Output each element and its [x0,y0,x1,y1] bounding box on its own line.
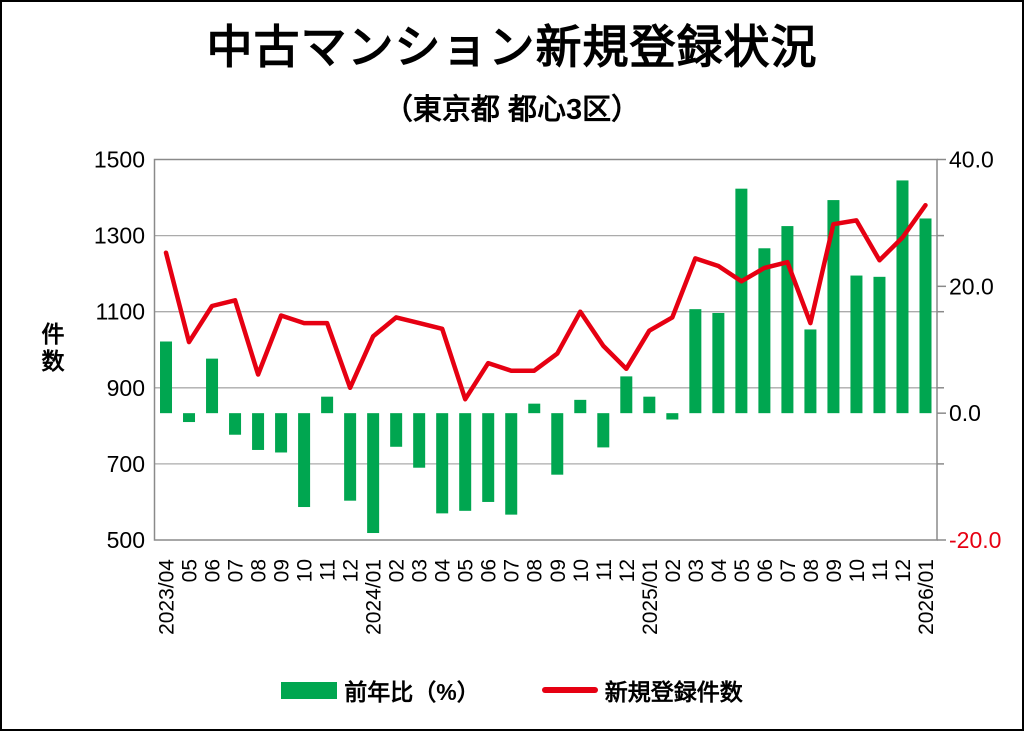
yoy-bar [712,312,725,414]
chart-subtitle: （東京都 都心3区） [383,94,641,126]
x-axis-tick-label: 09 [271,559,294,582]
yoy-bar [183,413,196,423]
yoy-bar [597,413,610,448]
yoy-bar [620,376,633,414]
yoy-bar [827,200,840,414]
legend: 前年比（%） 新規登録件数 [2,673,1022,707]
chart-title: 中古マンション新規登録状況 [206,21,818,73]
x-axis-tick-label: 11 [317,559,340,581]
x-axis-tick-label: 12 [892,559,915,582]
x-axis-tick-label: 07 [225,559,248,582]
yoy-bar [390,413,403,447]
yoy-bar [666,413,679,420]
left-axis-tick-label: 1500 [94,147,145,173]
yoy-bar [413,413,426,468]
yoy-bar [436,413,449,514]
x-axis-tick-label: 10 [846,559,869,582]
x-axis-tick-label: 11 [593,559,616,581]
yoy-bar [528,403,541,414]
x-axis-tick-label: 10 [570,559,593,582]
yoy-bar [252,413,265,450]
registrations-line [163,202,928,402]
x-axis-tick-label: 2025/01 [639,559,662,635]
x-axis-tick-label: 12 [340,559,363,582]
x-axis-tick-label: 2024/01 [363,559,386,635]
yoy-bar [919,218,932,414]
legend-bar-swatch [281,681,338,699]
x-axis-tick-label: 03 [409,559,432,582]
plot-border [153,158,938,541]
left-axis-tick-label: 900 [107,375,145,401]
x-axis-tick-label: 10 [294,559,317,582]
yoy-bar [482,413,495,502]
x-axis-tick-label: 08 [524,559,547,582]
left-axis-title: 件数 [38,322,64,376]
right-axis-tick-label: 0.0 [949,400,981,426]
yoy-bar [758,248,771,414]
x-axis-tick-label: 04 [708,559,731,583]
yoy-bar [367,413,380,534]
x-axis-tick-label: 11 [869,559,892,581]
left-axis-tick-label: 700 [107,451,145,477]
legend-bar-label: 前年比（%） [344,679,480,705]
x-axis-tick-label: 03 [685,559,708,582]
x-axis-tick-label: 06 [754,559,777,582]
yoy-bar [551,413,564,475]
yoy-bar [689,309,702,414]
x-axis-tick-label: 05 [731,559,754,582]
yoy-bar [459,413,472,511]
yoy-bar [896,180,909,414]
yoy-bar [505,413,518,515]
x-axis-tick-label: 08 [800,559,823,582]
yoy-bar [850,275,863,414]
left-axis-tick-label: 1100 [96,299,145,325]
left-axis-tick-label: 1300 [94,223,145,249]
yoy-bar [321,396,334,414]
yoy-bar [160,341,173,414]
x-axis-tick-label: 04 [432,559,455,583]
right-axis-tick-label: 40.0 [949,147,994,173]
x-axis-tick-label: 06 [478,559,501,582]
x-axis-tick-label: 2023/04 [156,559,179,635]
yoy-bar [574,399,587,414]
x-axis-tick-label: 2026/01 [915,559,938,635]
left-axis-tick-label: 500 [107,527,145,553]
x-axis-tick-label: 07 [501,559,524,582]
x-axis-tick-label: 08 [248,559,271,582]
x-axis-tick-label: 09 [547,559,570,582]
x-axis-tick-label: 05 [455,559,478,582]
x-axis-tick-label: 12 [616,559,639,582]
yoy-bar [643,396,656,414]
yoy-bar [873,276,886,414]
right-axis-tick-label: -20.0 [949,527,1001,553]
right-axis-tick-label: 20.0 [949,273,994,299]
yoy-bar [206,358,219,414]
yoy-bar [275,413,288,453]
x-axis-tick-label: 07 [777,559,800,582]
yoy-bar [804,329,817,414]
legend-line-swatch [541,687,598,693]
x-axis-tick-label: 09 [823,559,846,582]
yoy-bar [735,188,748,414]
legend-line-label: 新規登録件数 [604,679,743,705]
yoy-bar [229,413,242,435]
x-axis-tick-label: 02 [386,559,409,582]
x-axis-tick-label: 02 [662,559,685,582]
yoy-bar [781,226,794,414]
x-axis-tick-label: 06 [202,559,225,582]
x-axis-tick-label: 05 [179,559,202,582]
yoy-bar [298,413,311,508]
yoy-bar [344,413,357,501]
